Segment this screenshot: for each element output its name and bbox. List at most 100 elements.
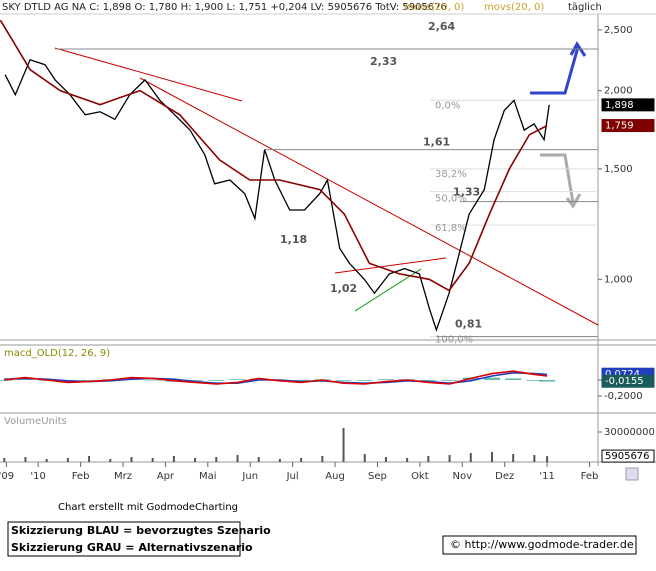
volume-bar bbox=[363, 454, 366, 462]
x-tick-label: '11 bbox=[539, 471, 554, 482]
volume-bar bbox=[342, 428, 345, 462]
volume-bar bbox=[151, 458, 154, 462]
level-label: 2,64 bbox=[428, 20, 455, 33]
legend-blue: Skizzierung BLAU = bevorzugtes Szenario bbox=[11, 524, 271, 537]
macd-histogram-bar bbox=[377, 379, 394, 380]
level-label: 2,33 bbox=[370, 55, 397, 68]
last-value-box bbox=[601, 374, 655, 388]
volume-bar bbox=[24, 457, 27, 462]
volume-bar bbox=[88, 456, 91, 462]
level-label: 1,61 bbox=[423, 136, 450, 149]
header-indicator: movs(20, 0) bbox=[484, 2, 544, 13]
panel: 1,000 1,500 2,000 2,500 '09 '10 Feb Mrz Apr Mai Ju… bbox=[0, 19, 655, 482]
volume-bar bbox=[236, 455, 239, 462]
url-box[interactable] bbox=[442, 535, 637, 555]
x-tick-label: '09 bbox=[0, 471, 14, 482]
volume-bar bbox=[194, 458, 197, 462]
header-quote: SKY DTLD AG NA C: 1,898 O: 1,780 H: 1,90… bbox=[2, 2, 447, 13]
fib-label: 0,0% bbox=[435, 100, 460, 111]
volume-bar bbox=[512, 454, 515, 462]
volume-bar bbox=[215, 457, 218, 462]
price-line bbox=[4, 58, 550, 333]
volume-bar bbox=[406, 458, 409, 462]
x-tick-label: Dez bbox=[495, 471, 514, 482]
x-tick-label: Jun bbox=[241, 471, 258, 482]
header-indicator: movs(20, 0) bbox=[404, 2, 464, 13]
legend-grey: Skizzierung GRAU = Alternativszenario bbox=[11, 541, 253, 554]
volume-bar bbox=[300, 458, 303, 462]
macd-histogram-bar bbox=[539, 380, 556, 382]
last-value-box bbox=[601, 449, 655, 463]
macd-histogram-bar bbox=[208, 380, 225, 381]
fib-label: 61,8% bbox=[435, 223, 467, 234]
x-tick-label: Okt bbox=[411, 471, 429, 482]
macd-histogram-bar bbox=[356, 380, 373, 381]
x-tick-label: Mrz bbox=[114, 471, 132, 482]
macd-histogram-bar bbox=[335, 380, 352, 381]
volume-bar bbox=[172, 456, 175, 462]
x-tick-label: Jul bbox=[286, 471, 299, 482]
x-tick-label: Apr bbox=[157, 471, 175, 482]
scale-icon[interactable] bbox=[625, 467, 639, 481]
fib-label: 50,0% bbox=[435, 194, 467, 205]
macd-histogram-bar bbox=[483, 377, 500, 380]
volume-bar bbox=[109, 459, 112, 462]
level-label: 1,18 bbox=[280, 233, 307, 246]
volume-bar bbox=[546, 456, 549, 462]
x-tick-label: Feb bbox=[72, 471, 90, 482]
macd-histogram-bar bbox=[187, 380, 204, 381]
legend-box bbox=[7, 521, 241, 557]
scenario-arrowhead bbox=[565, 193, 582, 209]
trendline bbox=[334, 257, 447, 274]
volume-bar bbox=[66, 458, 69, 462]
trendline bbox=[54, 47, 243, 102]
macd-histogram-bar bbox=[229, 379, 246, 380]
header-interval: täglich bbox=[568, 2, 602, 13]
y-tick-label: 1,000 bbox=[604, 274, 633, 285]
macd-histogram-bar bbox=[81, 380, 98, 381]
last-value-label: 0,0724 bbox=[605, 369, 640, 380]
panel-title: VolumeUnits bbox=[4, 416, 67, 427]
volume-bar bbox=[278, 459, 281, 462]
scenario-arrowhead bbox=[569, 41, 587, 57]
macd-histogram-bar bbox=[505, 378, 522, 380]
fib-label: 38,2% bbox=[435, 169, 467, 180]
x-tick-label: '10 bbox=[30, 471, 45, 482]
volume-bar bbox=[448, 455, 451, 462]
volume-bar bbox=[45, 459, 48, 462]
x-tick-label: Aug bbox=[325, 471, 345, 482]
y-tick-label: 30000000 bbox=[604, 427, 655, 438]
last-value-label: -0,0155 bbox=[605, 376, 644, 387]
volume-bar bbox=[427, 456, 430, 462]
last-value-box bbox=[601, 98, 655, 112]
credit: Chart erstellt mit GodmodeCharting bbox=[58, 502, 238, 513]
y-tick-label: -0,2000 bbox=[604, 391, 643, 402]
url[interactable]: © http://www.godmode-trader.de bbox=[450, 538, 634, 551]
last-value-label: 5905676 bbox=[605, 451, 650, 462]
level-label: 0,81 bbox=[455, 318, 482, 331]
macd-histogram-bar bbox=[526, 380, 543, 381]
macd-histogram-bar bbox=[293, 380, 310, 381]
macd-histogram-bar bbox=[144, 380, 161, 381]
fib-label: 100,0% bbox=[435, 335, 473, 346]
volume-bar bbox=[130, 457, 133, 462]
level-label: 1,02 bbox=[330, 282, 357, 295]
last-value-label: 1,898 bbox=[605, 100, 634, 111]
y-tick-label: 1,500 bbox=[604, 164, 633, 175]
trendline bbox=[139, 77, 599, 326]
volume-bar bbox=[321, 456, 324, 462]
last-value-box bbox=[601, 119, 655, 133]
y-tick-label: 2,000 bbox=[604, 86, 633, 97]
volume-bar bbox=[533, 455, 536, 462]
x-tick-label: Mai bbox=[199, 471, 217, 482]
volume-bar bbox=[469, 453, 472, 462]
macd-histogram-bar bbox=[441, 380, 458, 381]
panel-title: macd_OLD(12, 26, 9) bbox=[4, 348, 110, 359]
indicator-line bbox=[0, 19, 548, 292]
volume-bar bbox=[490, 452, 493, 462]
last-value-label: 1,759 bbox=[605, 121, 634, 132]
x-tick-label: Feb bbox=[581, 471, 599, 482]
volume-bar bbox=[384, 457, 387, 462]
scenario-grey bbox=[540, 153, 575, 204]
